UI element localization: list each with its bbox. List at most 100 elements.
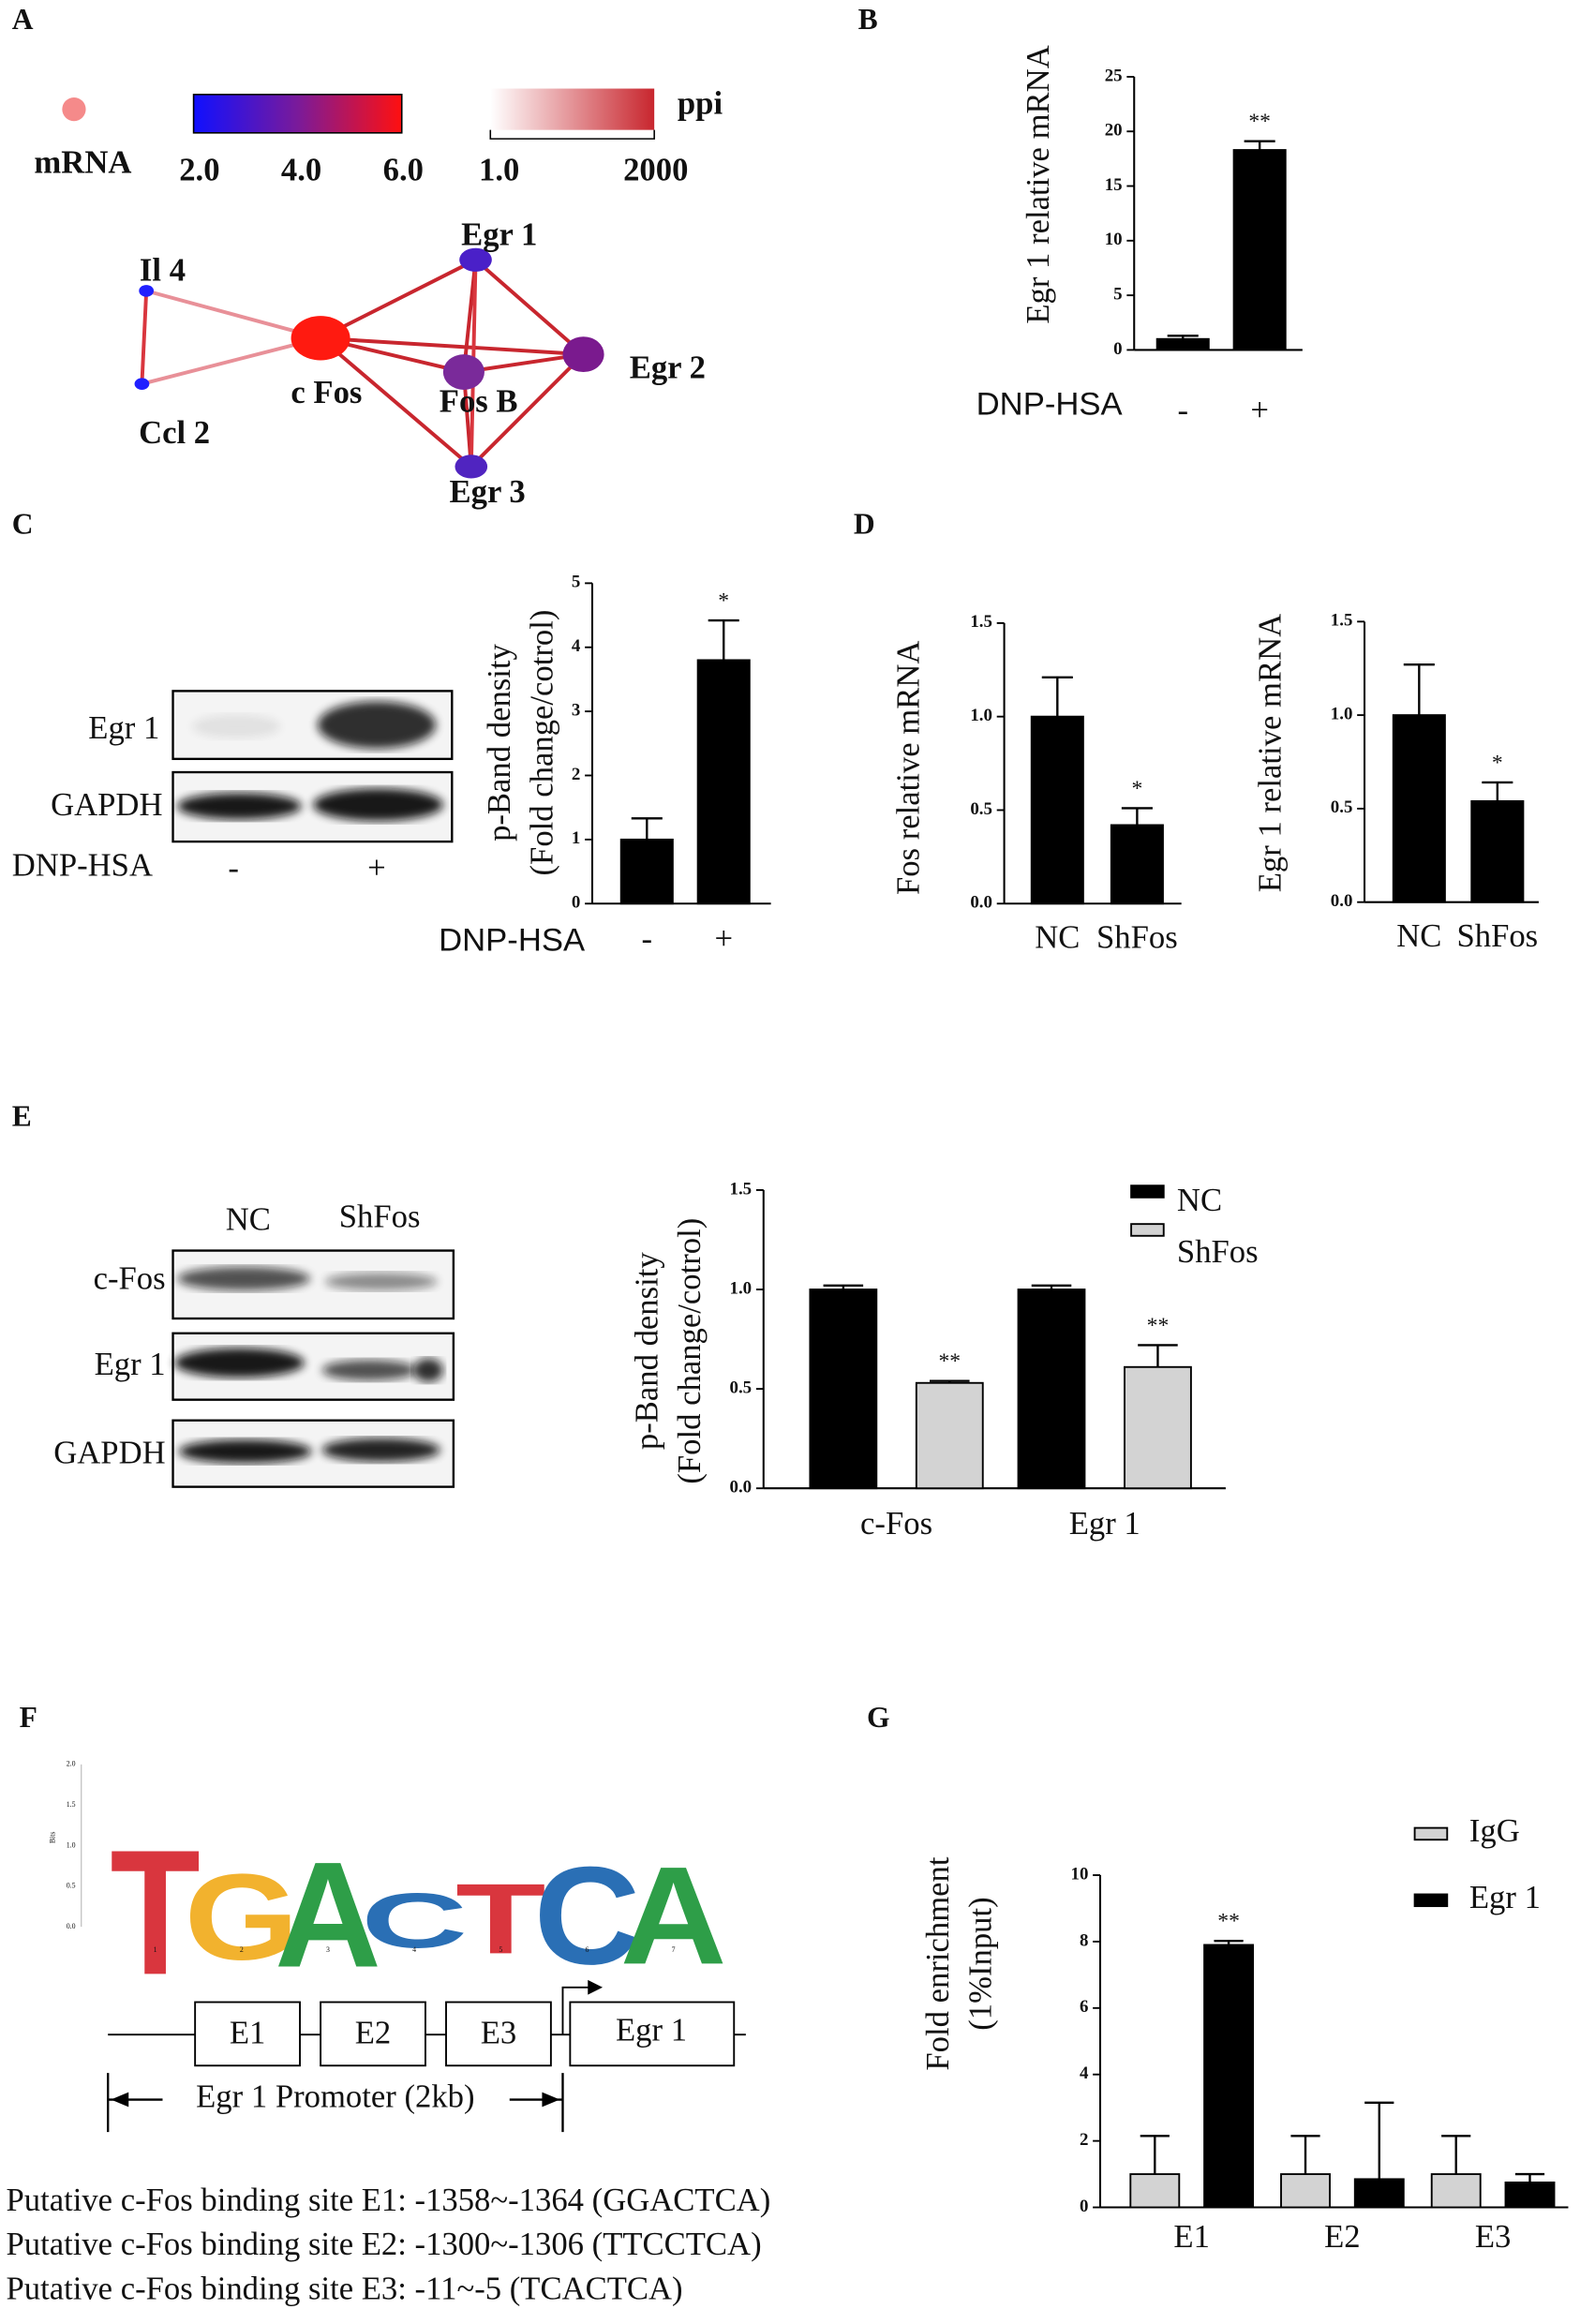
legend-node-label: mRNA bbox=[34, 144, 131, 180]
motif-letter-group: T bbox=[110, 1813, 200, 2012]
significance: ** bbox=[938, 1349, 961, 1374]
promoter-box bbox=[320, 2001, 426, 2067]
blot-band bbox=[413, 1358, 443, 1382]
y-tick-label: 3 bbox=[572, 700, 580, 720]
gene-label: Egr 1 bbox=[616, 2013, 687, 2048]
error-bar bbox=[1244, 140, 1275, 151]
ppi-bar bbox=[490, 88, 655, 130]
legend-swatch bbox=[1413, 1826, 1449, 1841]
motif-position: 6 bbox=[586, 1945, 589, 1954]
significance: ** bbox=[1147, 1314, 1170, 1338]
bar bbox=[1110, 824, 1164, 905]
legend-swatch bbox=[1130, 1184, 1165, 1199]
motif-letter-group: T bbox=[455, 1863, 545, 1975]
bar bbox=[1232, 149, 1287, 351]
y-axis-label: (Fold change/cotrol) bbox=[525, 610, 560, 876]
error-bar bbox=[1214, 1940, 1244, 1945]
tss-arrow bbox=[561, 1986, 591, 2035]
colorbar bbox=[192, 94, 403, 134]
blot-band bbox=[324, 1273, 438, 1291]
panel-label: B bbox=[858, 3, 878, 36]
motif-letter: A bbox=[620, 1839, 727, 1994]
blot-band bbox=[178, 1439, 312, 1464]
edge bbox=[319, 336, 473, 469]
y-tick-label: 1.0 bbox=[1331, 704, 1353, 723]
promoter-box-label: E1 bbox=[230, 2016, 265, 2051]
bar bbox=[1353, 2178, 1405, 2209]
colorbar-tick: 2.0 bbox=[179, 152, 219, 187]
ppi-label: ppi bbox=[678, 85, 723, 121]
legend-swatch bbox=[1413, 1893, 1449, 1908]
y-axis-label: (Fold change/cotrol) bbox=[672, 1218, 708, 1484]
promoter-box bbox=[445, 2001, 552, 2067]
motif-letter: T bbox=[110, 1813, 200, 2012]
y-tick-label: 0 bbox=[1080, 2197, 1088, 2216]
y-tick-label: 10 bbox=[1105, 230, 1123, 249]
blot-band bbox=[321, 1438, 440, 1462]
blot-row-label: Egr 1 bbox=[88, 710, 159, 746]
span-label: Egr 1 Promoter (2kb) bbox=[196, 2078, 474, 2114]
node-label: Egr 2 bbox=[630, 350, 706, 385]
x-tick-label: E2 bbox=[1324, 2219, 1361, 2255]
error-bar bbox=[708, 618, 739, 661]
legend-label: Egr 1 bbox=[1469, 1880, 1541, 1915]
motif-position: 5 bbox=[499, 1945, 502, 1954]
error-bar bbox=[1140, 2135, 1170, 2175]
error-bar bbox=[1290, 2135, 1320, 2175]
y-tick-label: 0.5 bbox=[970, 799, 992, 819]
y-tick-label: 15 bbox=[1105, 175, 1123, 195]
x-tick-label: + bbox=[714, 921, 733, 957]
x-tick-label: NC bbox=[1396, 918, 1441, 954]
x-tick-label: Egr 1 bbox=[1069, 1506, 1140, 1542]
blot-row-label: c-Fos bbox=[94, 1261, 166, 1297]
blot-row-label: Egr 1 bbox=[95, 1347, 166, 1382]
error-bar bbox=[631, 817, 663, 840]
node-label: c Fos bbox=[291, 375, 362, 410]
error-bar bbox=[1514, 2172, 1545, 2182]
motif-letter-group: A bbox=[275, 1830, 381, 1999]
binding-site: Putative c-Fos binding site E3: -11~-5 (… bbox=[6, 2271, 682, 2306]
node bbox=[291, 316, 350, 361]
motif-letter-group: C bbox=[361, 1877, 468, 1964]
y-tick-label: 2 bbox=[572, 765, 580, 784]
significance: * bbox=[718, 589, 729, 614]
panel-label: C bbox=[12, 508, 34, 541]
bar bbox=[1430, 2173, 1482, 2209]
error-bar bbox=[1041, 676, 1073, 717]
y-tick-label: 0 bbox=[1113, 339, 1122, 359]
blot-treatment: DNP-HSA bbox=[12, 847, 153, 883]
blot-row-label: GAPDH bbox=[51, 787, 162, 823]
x-tick-label: E1 bbox=[1173, 2219, 1210, 2255]
motif-position: 7 bbox=[672, 1945, 676, 1954]
x-tick-label: - bbox=[642, 921, 653, 957]
error-bar bbox=[1482, 781, 1513, 801]
blot-band bbox=[177, 1266, 311, 1291]
error-bar bbox=[1031, 1284, 1072, 1290]
node-label: Fos B bbox=[440, 384, 518, 420]
motif-letter: C bbox=[361, 1877, 468, 1964]
panel-label: A bbox=[12, 3, 34, 36]
y-axis-label: (1%Input) bbox=[962, 1897, 998, 2030]
ppi-tick: 1.0 bbox=[479, 152, 519, 187]
y-tick-label: 10 bbox=[1071, 1864, 1089, 1884]
node bbox=[459, 247, 492, 272]
blot-band bbox=[177, 793, 302, 820]
node bbox=[139, 285, 155, 297]
edge bbox=[320, 335, 584, 357]
motif-position: 3 bbox=[326, 1945, 330, 1954]
y-tick-label: 5 bbox=[572, 573, 580, 592]
edge bbox=[141, 335, 321, 386]
error-bar bbox=[1121, 807, 1153, 826]
node-label: Ccl 2 bbox=[139, 415, 210, 451]
bar bbox=[1392, 714, 1446, 903]
node-label: Il 4 bbox=[140, 252, 186, 288]
y-tick-label: 20 bbox=[1105, 121, 1123, 141]
motif-position: 1 bbox=[154, 1945, 157, 1954]
motif-letter-group: G bbox=[185, 1848, 300, 1985]
bar bbox=[619, 838, 674, 905]
blot-band bbox=[174, 1348, 305, 1378]
y-tick-label: 0 bbox=[572, 893, 580, 913]
y-axis-label: p-Band density bbox=[629, 1252, 664, 1450]
legend-label: ShFos bbox=[1177, 1234, 1259, 1270]
